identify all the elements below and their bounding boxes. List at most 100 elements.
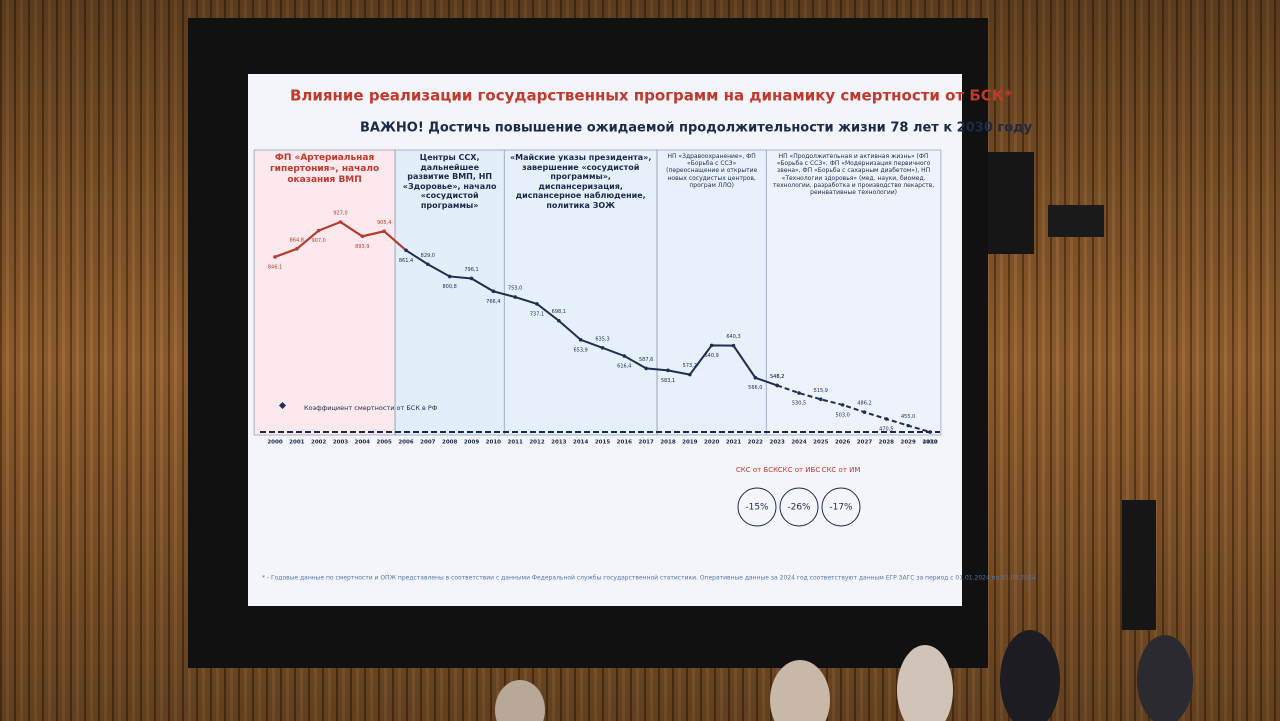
data-label: 548,2 — [770, 374, 784, 380]
red-segment — [339, 221, 363, 238]
x-tick-label: 2010 — [486, 440, 501, 446]
x-tick-label: 2003 — [333, 440, 348, 446]
x-tick-label: 2018 — [660, 440, 675, 446]
bubble-label: СКС от ИБС — [778, 466, 821, 474]
data-label: 846,1 — [268, 264, 282, 270]
x-tick-label: 2004 — [355, 440, 370, 446]
camera — [1048, 205, 1104, 237]
data-point — [775, 383, 779, 388]
data-label: 455,0 — [901, 414, 915, 420]
red-segment — [383, 230, 407, 252]
footnote: * - Годовые данные по смертности и ОПЖ п… — [262, 575, 1036, 582]
x-tick-label: 2030 — [922, 440, 937, 446]
data-label: 566,0 — [748, 385, 762, 391]
x-tick-label: 2021 — [726, 440, 741, 446]
x-tick-label: 2009 — [464, 440, 479, 446]
period-band — [656, 149, 767, 436]
data-label: 486,2 — [857, 401, 871, 407]
data-label: 893,9 — [355, 244, 369, 250]
data-label: 635,3 — [595, 336, 609, 342]
x-tick-label: 2006 — [398, 440, 413, 446]
data-point — [644, 366, 648, 371]
speaker — [1122, 500, 1156, 630]
data-label: 653,9 — [574, 347, 588, 353]
x-tick-label: 2024 — [791, 440, 806, 446]
data-label: 861,4 — [399, 258, 413, 264]
data-point — [688, 372, 692, 377]
red-segment — [296, 229, 320, 250]
x-tick-label: 2005 — [377, 440, 392, 446]
x-tick-label: 2015 — [595, 440, 610, 446]
data-label: 864,8 — [290, 237, 304, 243]
period-box: ФП «Артериальная гипертония», начало ока… — [270, 153, 379, 185]
person — [1137, 635, 1193, 721]
data-point — [709, 343, 714, 348]
period-band — [394, 149, 505, 436]
x-tick-label: 2029 — [901, 440, 916, 446]
person — [897, 645, 953, 721]
bubble-value: -15% — [745, 503, 769, 513]
data-label: 737,1 — [530, 311, 544, 317]
data-point — [557, 318, 561, 323]
bubble-label: СКС от ИМ — [822, 466, 861, 474]
data-point — [753, 375, 758, 380]
x-tick-label: 2008 — [442, 440, 457, 446]
data-point — [862, 410, 867, 414]
slide-title: Влияние реализации государственных прогр… — [290, 87, 1012, 105]
x-tick-label: 2000 — [267, 440, 282, 446]
data-label: 583,1 — [661, 378, 675, 384]
x-tick-label: 2028 — [879, 440, 894, 446]
x-tick-label: 2027 — [857, 440, 872, 446]
x-tick-label: 2026 — [835, 440, 850, 446]
data-point — [426, 262, 430, 267]
data-point — [666, 368, 670, 373]
data-label: 796,1 — [464, 267, 478, 273]
data-label: 905,4 — [377, 220, 391, 226]
data-label: 907,0 — [312, 238, 326, 244]
data-label: 515,9 — [814, 388, 828, 394]
period-box: «Майские указы президента», завершение «… — [509, 153, 652, 210]
period-label: Центры ССХ, дальнейшее развитие ВМП, НП … — [402, 153, 497, 210]
data-point — [447, 274, 452, 279]
x-tick-label: 2017 — [639, 440, 654, 446]
red-segment — [274, 247, 298, 258]
bubble — [737, 487, 777, 527]
data-point — [578, 338, 583, 342]
data-label: 530,5 — [792, 401, 806, 407]
slide-subtitle: ВАЖНО! Достичь повышение ожидаемой продо… — [360, 121, 1033, 136]
data-label: 829,0 — [421, 253, 435, 259]
bubble-value: -26% — [787, 503, 811, 513]
data-point — [884, 417, 889, 421]
period-label: НП «Продолжительная и активная жизнь» (Ф… — [772, 153, 935, 196]
period-band — [765, 149, 942, 436]
period-label: «Майские указы президента», завершение «… — [509, 153, 652, 210]
x-tick-label: 2011 — [508, 440, 523, 446]
data-point — [731, 343, 736, 348]
data-label: 503,0 — [836, 412, 850, 418]
data-label: 640,3 — [726, 334, 740, 340]
bubble-label: СКС от БСК — [736, 466, 778, 474]
chart: ФП «Артериальная гипертония», начало ока… — [253, 149, 942, 527]
x-tick-label: 2014 — [573, 440, 588, 446]
x-tick-label: 2020 — [704, 440, 719, 446]
person — [495, 680, 545, 721]
data-point — [819, 397, 823, 402]
legend-marker — [278, 401, 287, 410]
person — [1000, 630, 1060, 721]
data-label: 698,1 — [552, 309, 566, 315]
bubble — [779, 487, 819, 527]
data-point — [404, 248, 408, 253]
x-tick-label: 2001 — [289, 440, 304, 446]
period-box: НП «Здравоохранение», ФП «Борьба с ССЗ» … — [666, 153, 757, 189]
x-tick-label: 2012 — [529, 440, 544, 446]
data-label: 587,6 — [639, 357, 653, 363]
period-band — [503, 149, 658, 436]
period-band — [253, 149, 396, 436]
data-label: 800,8 — [443, 284, 457, 290]
data-point — [797, 391, 801, 395]
x-tick-label: 2022 — [748, 440, 763, 446]
data-label: 548,2 — [770, 374, 784, 380]
data-label: 470,5 — [879, 426, 893, 432]
data-point — [535, 302, 539, 306]
